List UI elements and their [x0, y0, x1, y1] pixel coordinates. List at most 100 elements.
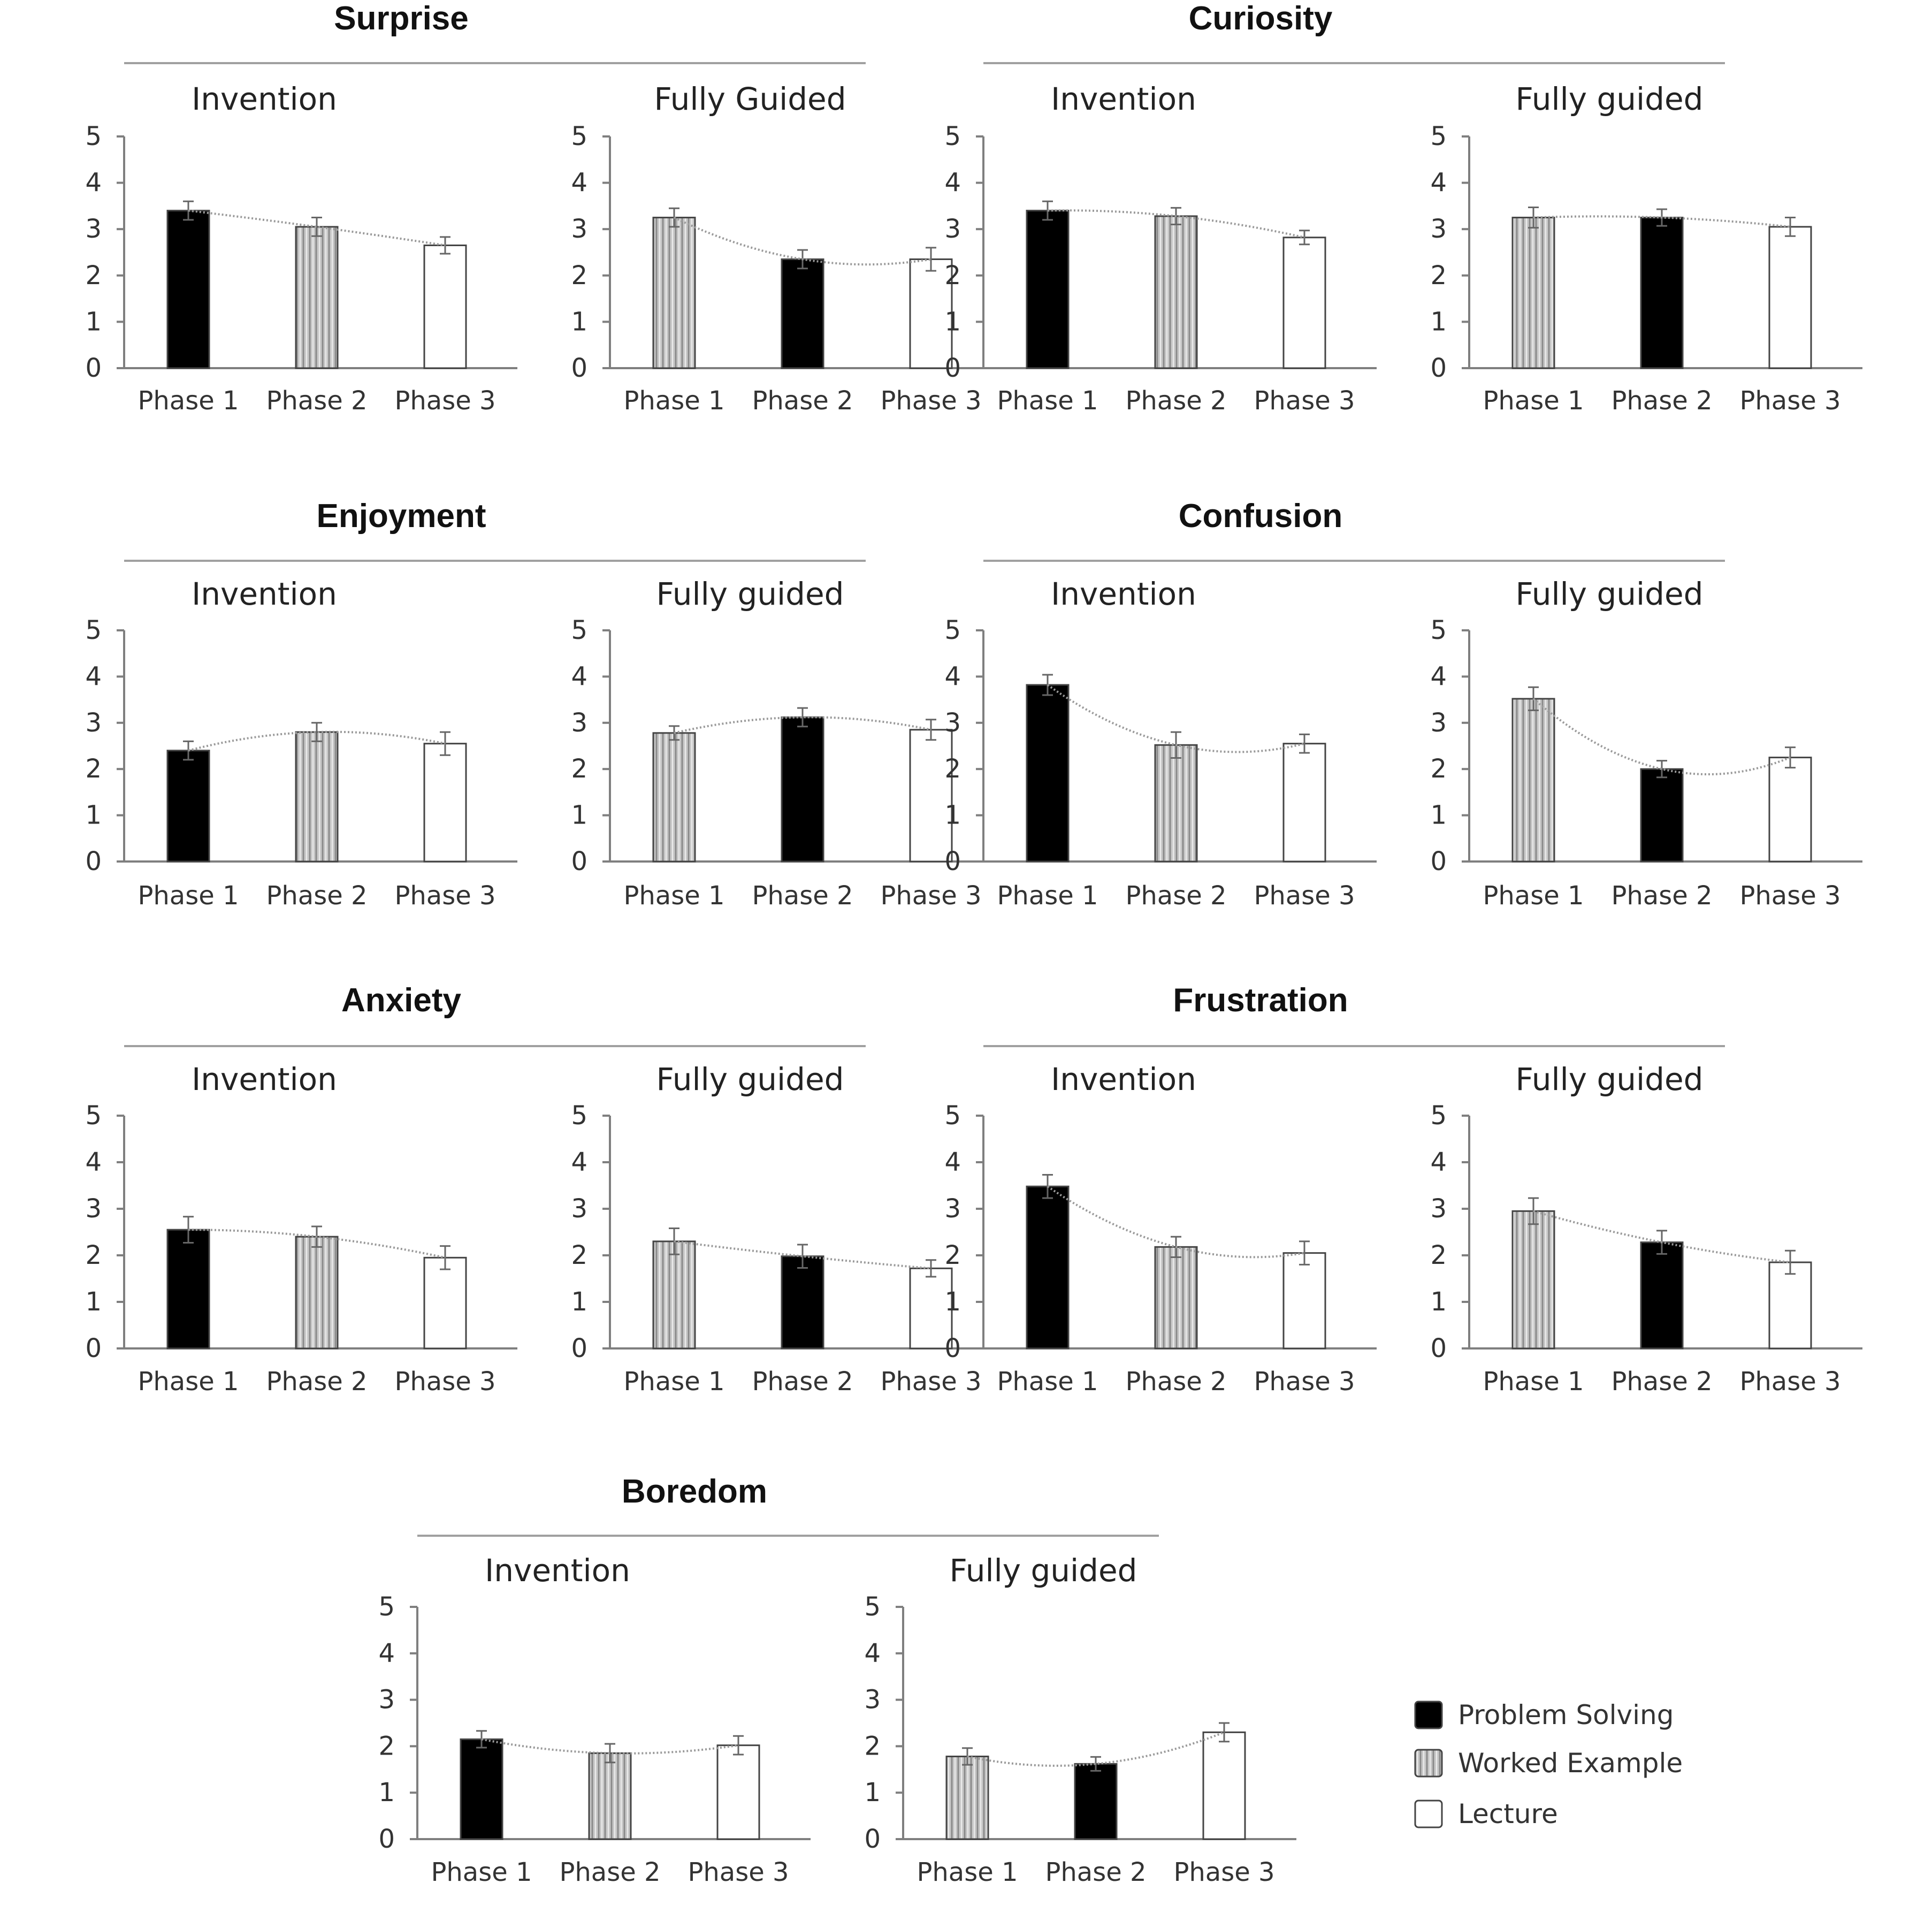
x-tick-label: Phase 3 — [1739, 386, 1841, 416]
panel-invention: Invention 0 1 2 3 4 5 Phase 1 Phase 2 Phase 3 — [85, 576, 517, 911]
y-tick-label: 1 — [864, 1778, 881, 1808]
y-tick-label: 4 — [571, 661, 587, 691]
x-tick-label: Phase 1 — [138, 881, 239, 911]
x-tick-label: Phase 1 — [623, 386, 724, 416]
y-tick-label: 5 — [1430, 615, 1447, 645]
panel-title: Fully guided — [656, 1061, 844, 1097]
group-title: Frustration — [1173, 982, 1348, 1019]
panel-title: Fully guided — [1516, 1061, 1704, 1097]
y-tick-label: 4 — [1430, 661, 1447, 691]
group-title: Confusion — [1179, 498, 1343, 535]
y-tick-label: 4 — [864, 1638, 881, 1668]
panel-fully-guided: Fully guided 0 1 2 3 4 5 Phase 1 Phase 2 Phase 3 — [864, 1552, 1296, 1887]
y-tick-label: 1 — [1430, 1287, 1447, 1317]
group-curiosity: Curiosity Invention 0 1 2 3 4 5 Phase 1 Phase 2 Ph… — [944, 0, 1862, 416]
panel-title: Fully Guided — [654, 81, 846, 117]
chart-area: Surprise Invention 0 1 2 3 4 5 Phase 1 Phase 2 Pha… — [85, 0, 1862, 1887]
panel-invention: Invention 0 1 2 3 4 5 Phase 1 Phase 2 Phase 3 — [944, 81, 1377, 416]
x-tick-label: Phase 2 — [752, 881, 853, 911]
panel-title: Invention — [1051, 576, 1196, 612]
x-tick-label: Phase 1 — [1483, 386, 1584, 416]
y-tick-label: 4 — [85, 661, 102, 691]
group-enjoyment: Enjoyment Invention 0 1 2 3 4 5 Phase 1 Phase 2 Ph… — [85, 498, 1003, 911]
y-tick-label: 0 — [944, 847, 961, 876]
panel-invention: Invention 0 1 2 3 4 5 Phase 1 Phase 2 Phase 3 — [85, 81, 517, 416]
y-tick-label: 0 — [944, 1333, 961, 1363]
bar-phase-2 — [1640, 217, 1684, 369]
bar-phase-3 — [716, 1744, 760, 1840]
bar-phase-3 — [1282, 743, 1326, 863]
y-tick-label: 0 — [378, 1824, 395, 1854]
bar-phase-1 — [166, 1229, 210, 1350]
x-tick-label: Phase 3 — [394, 386, 495, 416]
x-tick-label: Phase 1 — [623, 1367, 724, 1397]
y-tick-label: 2 — [571, 754, 587, 784]
x-tick-label: Phase 3 — [1173, 1857, 1274, 1887]
y-tick-label: 4 — [944, 1147, 961, 1177]
y-tick-label: 1 — [1430, 307, 1447, 337]
bar-phase-1 — [652, 1240, 696, 1350]
group-anxiety: Anxiety Invention 0 1 2 3 4 5 Phase 1 Phase 2 Phas… — [85, 982, 1003, 1397]
y-tick-label: 2 — [1430, 261, 1447, 291]
x-tick-label: Phase 2 — [266, 386, 367, 416]
y-tick-label: 2 — [1430, 1240, 1447, 1270]
y-tick-label: 4 — [571, 1147, 587, 1177]
bar-phase-2 — [588, 1752, 632, 1840]
y-tick-label: 3 — [1430, 214, 1447, 244]
y-tick-label: 3 — [1430, 708, 1447, 738]
x-tick-label: Phase 1 — [997, 881, 1098, 911]
trend-line — [188, 1229, 446, 1259]
panel-fully-guided: Fully Guided 0 1 2 3 4 5 Phase 1 Phase 2 Phase 3 — [571, 81, 1003, 416]
y-tick-label: 5 — [944, 121, 961, 151]
x-tick-label: Phase 2 — [1611, 881, 1712, 911]
y-tick-label: 4 — [1430, 1147, 1447, 1177]
x-tick-label: Phase 1 — [1483, 881, 1584, 911]
x-tick-label: Phase 1 — [138, 1367, 239, 1397]
y-tick-label: 2 — [85, 754, 102, 784]
panel-title: Invention — [192, 576, 337, 612]
panel-title: Fully guided — [656, 576, 844, 612]
y-tick-label: 0 — [571, 1333, 587, 1363]
y-tick-label: 4 — [944, 661, 961, 691]
y-tick-label: 4 — [378, 1638, 395, 1668]
trend-line — [674, 1240, 931, 1270]
bar-phase-2 — [781, 716, 824, 863]
legend-label-worked-example: Worked Example — [1458, 1748, 1683, 1779]
y-tick-label: 5 — [1430, 1101, 1447, 1131]
y-tick-label: 0 — [1430, 353, 1447, 383]
x-tick-label: Phase 2 — [1125, 881, 1226, 911]
x-tick-label: Phase 2 — [1611, 1367, 1712, 1397]
x-tick-label: Phase 2 — [266, 1367, 367, 1397]
y-tick-label: 1 — [571, 1287, 587, 1317]
y-tick-label: 5 — [378, 1592, 395, 1622]
bar-phase-3 — [1768, 757, 1812, 863]
bar-phase-1 — [1026, 210, 1070, 369]
y-tick-label: 1 — [85, 307, 102, 337]
y-tick-label: 5 — [864, 1592, 881, 1622]
panel-invention: Invention 0 1 2 3 4 5 Phase 1 Phase 2 Phase 3 — [85, 1061, 517, 1397]
y-tick-label: 1 — [1430, 800, 1447, 830]
y-tick-label: 2 — [85, 261, 102, 291]
bar-phase-3 — [1768, 226, 1812, 369]
x-tick-label: Phase 1 — [431, 1857, 532, 1887]
y-tick-label: 5 — [1430, 121, 1447, 151]
x-tick-label: Phase 2 — [752, 386, 853, 416]
y-tick-label: 3 — [85, 1194, 102, 1224]
y-tick-label: 3 — [1430, 1194, 1447, 1224]
y-tick-label: 3 — [944, 708, 961, 738]
x-tick-label: Phase 3 — [1254, 881, 1355, 911]
panel-title: Invention — [192, 81, 337, 117]
bar-phase-1 — [1511, 698, 1555, 863]
x-tick-label: Phase 3 — [1254, 1367, 1355, 1397]
bar-phase-1 — [460, 1738, 503, 1840]
x-tick-label: Phase 2 — [1125, 1367, 1226, 1397]
y-tick-label: 2 — [85, 1240, 102, 1270]
y-tick-label: 0 — [85, 353, 102, 383]
panel-fully-guided: Fully guided 0 1 2 3 4 5 Phase 1 Phase 2 Phase 3 — [1430, 1061, 1862, 1397]
y-tick-label: 5 — [85, 121, 102, 151]
y-tick-label: 2 — [378, 1731, 395, 1761]
y-tick-label: 5 — [85, 615, 102, 645]
x-tick-label: Phase 1 — [997, 386, 1098, 416]
y-tick-label: 1 — [85, 800, 102, 830]
y-tick-label: 4 — [85, 1147, 102, 1177]
